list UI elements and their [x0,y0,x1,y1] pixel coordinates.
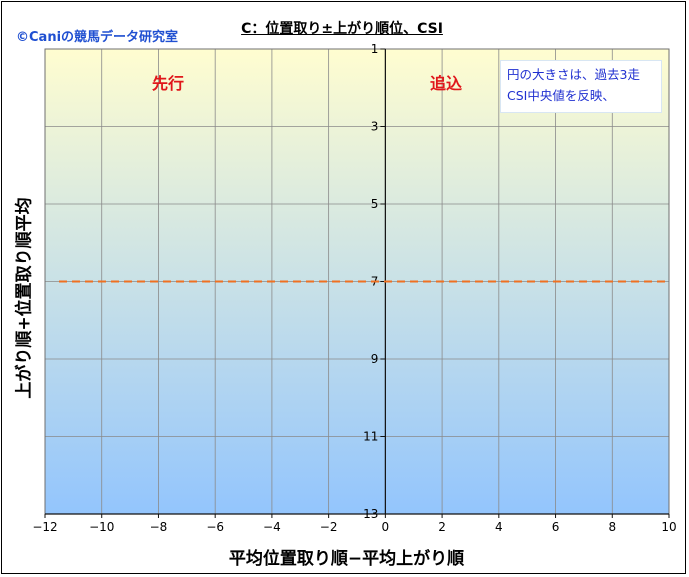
y-tick-label: 3 [371,120,379,134]
x-tick-label: 2 [438,520,446,534]
x-tick-label: −6 [206,520,224,534]
note-box: 円の大きさは、過去3走 CSI中央値を反映、 [500,60,662,113]
x-tick-label: 8 [608,520,616,534]
x-tick-label: −12 [32,520,57,534]
x-tick-label: −10 [89,520,114,534]
y-tick-label: 5 [371,197,379,211]
x-tick-label: 10 [661,520,676,534]
x-tick-label: 6 [552,520,560,534]
x-tick-label: −4 [263,520,281,534]
x-axis-label: 平均位置取り順−平均上がり順 [228,549,465,569]
y-tick-label: 13 [363,507,378,521]
quadrant-label-right: 追込 [430,74,463,93]
y-tick-label: 1 [371,42,379,56]
note-line-1: 円の大きさは、過去3走 [507,67,640,82]
y-tick-label: 9 [371,352,379,366]
y-tick-label: 11 [363,430,378,444]
y-axis-label: 上がり順+位置取り順平均 [14,197,35,399]
quadrant-label-left: 先行 [152,74,185,93]
chart-title-text: C：位置取り±上がり順位、CSI [241,21,443,37]
x-tick-label: −2 [320,520,338,534]
note-line-2: CSI中央値を反映、 [507,88,615,103]
axes [44,48,670,518]
x-tick-label: 4 [495,520,503,534]
x-tick-label: 0 [382,520,390,534]
copyright-text: ©Caniの競馬データ研究室 [16,30,179,45]
x-tick-labels: −12 −10 −8 −6 −4 −2 0 2 4 6 8 10 [32,520,676,534]
x-tick-label: −8 [150,520,168,534]
chart-title: C：位置取り±上がり順位、CSI [192,18,492,38]
